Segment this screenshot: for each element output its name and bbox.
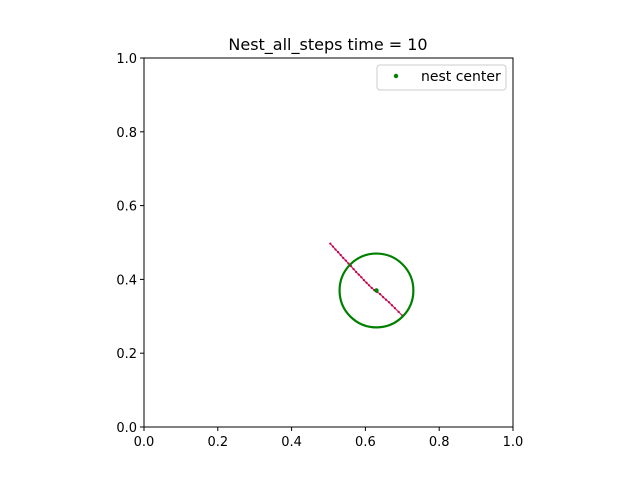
- x-tick-label: 0.2: [207, 435, 228, 450]
- chart-title: Nest_all_steps time = 10: [228, 35, 427, 55]
- step-point: [355, 270, 358, 274]
- step-point: [379, 293, 382, 296]
- x-tick-label: 0.6: [355, 435, 376, 450]
- legend-frame: [376, 64, 507, 91]
- legend: nest center: [376, 64, 507, 91]
- step-point: [336, 250, 340, 254]
- step-point: [382, 296, 385, 299]
- x-tick-label: 0.4: [281, 435, 302, 450]
- axes-frame: [143, 57, 514, 428]
- step-point: [352, 267, 355, 271]
- x-tick-label: 1.0: [503, 435, 524, 450]
- step-point: [393, 307, 397, 310]
- step-point: [331, 245, 335, 248]
- y-tick-label: 1.0: [116, 52, 137, 67]
- step-point: [384, 298, 388, 301]
- y-tick-label: 0.8: [116, 126, 137, 141]
- nest-center-point: [374, 288, 379, 293]
- y-tick-label: 0.2: [116, 347, 137, 362]
- step-point: [362, 279, 366, 282]
- step-point: [367, 284, 371, 287]
- y-tick-label: 0.0: [116, 421, 137, 436]
- plot-area: [329, 242, 415, 329]
- step-point: [370, 286, 373, 289]
- step-point: [365, 281, 368, 284]
- step-point: [397, 310, 400, 313]
- y-tick-label: 0.4: [116, 273, 137, 288]
- y-tick-label: 0.6: [116, 200, 137, 215]
- step-point: [344, 259, 347, 262]
- step-point: [360, 276, 363, 279]
- step-point: [357, 273, 360, 276]
- x-tick-label: 0.8: [429, 435, 450, 450]
- nest-circle: [338, 252, 415, 329]
- step-point: [347, 262, 350, 265]
- step-point: [339, 253, 342, 257]
- step-point: [342, 256, 345, 260]
- x-axis: 0.0 0.2 0.4 0.6 0.8 1.0: [134, 427, 524, 450]
- y-axis: 0.0 0.2 0.4 0.6 0.8 1.0: [116, 52, 144, 436]
- step-point: [329, 242, 332, 245]
- x-tick-label: 0.0: [134, 435, 155, 450]
- step-point: [387, 301, 391, 304]
- legend-marker-nest-center: [393, 73, 399, 79]
- step-point: [334, 248, 337, 251]
- legend-label-nest-center: nest center: [421, 69, 501, 85]
- step-point: [390, 304, 394, 307]
